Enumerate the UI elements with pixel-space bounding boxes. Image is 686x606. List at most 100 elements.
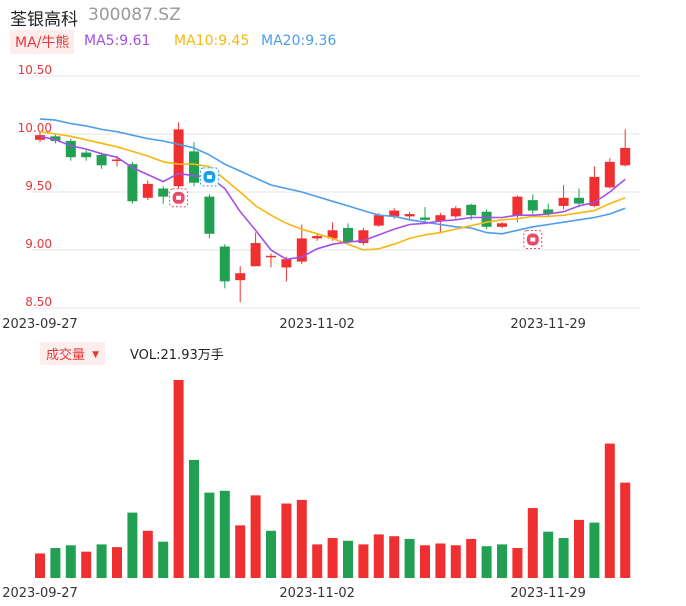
volume-bar bbox=[281, 503, 292, 578]
bear-marker-icon bbox=[199, 167, 219, 187]
ma5-line bbox=[39, 135, 626, 261]
price-tick-label: 8.50 bbox=[25, 295, 52, 309]
candle-body bbox=[219, 246, 230, 282]
candle-body bbox=[466, 204, 477, 216]
candle-body bbox=[296, 238, 307, 262]
volume-bar bbox=[65, 545, 76, 578]
volume-selector-label: 成交量 bbox=[46, 348, 86, 363]
volume-value: VOL:21.93万手 bbox=[130, 348, 224, 363]
volume-bar bbox=[435, 543, 446, 578]
volume-bar bbox=[219, 490, 230, 578]
volume-date-label: 2023-09-27 bbox=[2, 586, 78, 601]
candle-body bbox=[81, 152, 92, 158]
volume-bar bbox=[189, 459, 199, 578]
volume-bar bbox=[266, 530, 276, 578]
volume-bar bbox=[158, 541, 169, 578]
volume-bar bbox=[96, 544, 107, 578]
volume-bar bbox=[589, 522, 600, 578]
candle-body bbox=[250, 243, 261, 267]
candle-body bbox=[450, 208, 461, 217]
candle-body bbox=[96, 154, 107, 166]
ma20-value: MA20:9.36 bbox=[261, 33, 337, 49]
candle-body bbox=[389, 210, 400, 217]
price-tick-label: 10.50 bbox=[18, 63, 52, 77]
ma-indicator-selector[interactable]: MA/牛熊 bbox=[10, 30, 75, 54]
volume-bar bbox=[574, 519, 584, 578]
candle-body bbox=[420, 217, 430, 220]
candle-body bbox=[373, 215, 384, 226]
volume-bar bbox=[497, 544, 507, 578]
price-date-label: 2023-11-29 bbox=[510, 317, 586, 332]
volume-bar bbox=[620, 482, 631, 578]
ma10-value: MA10:9.45 bbox=[174, 33, 250, 49]
volume-bar bbox=[558, 538, 569, 578]
ma5-value: MA5:9.61 bbox=[84, 33, 151, 49]
volume-bar bbox=[81, 551, 92, 578]
volume-bar bbox=[358, 544, 369, 578]
candle-body bbox=[358, 230, 369, 244]
volume-bar bbox=[312, 544, 323, 578]
volume-bar bbox=[35, 553, 45, 578]
marker-glyph bbox=[176, 195, 182, 200]
candle-body bbox=[65, 140, 76, 158]
candle-body bbox=[343, 227, 353, 242]
stock-code: 300087.SZ bbox=[88, 5, 181, 25]
ma20-line bbox=[39, 118, 626, 235]
volume-indicator-selector[interactable]: 成交量 ▼ bbox=[40, 342, 106, 365]
candle-body bbox=[574, 197, 584, 204]
candle-body bbox=[312, 236, 323, 239]
marker-glyph bbox=[206, 174, 212, 179]
volume-bar bbox=[204, 492, 215, 578]
volume-bar bbox=[343, 540, 353, 578]
volume-bar bbox=[296, 499, 307, 578]
ma10-line bbox=[39, 130, 626, 251]
candle-body bbox=[404, 214, 415, 217]
candle-body bbox=[112, 159, 122, 162]
volume-bar bbox=[420, 545, 430, 578]
volume-bar bbox=[404, 538, 415, 578]
stock-name: 荃银高科 bbox=[10, 10, 78, 30]
marker-glyph bbox=[530, 237, 536, 242]
candle-body bbox=[620, 147, 631, 166]
candle-body bbox=[558, 197, 569, 206]
price-tick-label: 9.00 bbox=[25, 237, 52, 251]
candle-body bbox=[158, 188, 169, 197]
candle-body bbox=[512, 196, 523, 216]
candle-body bbox=[497, 223, 507, 227]
price-date-label: 2023-11-02 bbox=[279, 317, 355, 332]
volume-bar bbox=[373, 534, 384, 578]
volume-bar bbox=[50, 548, 61, 578]
bull-marker-icon bbox=[523, 230, 543, 250]
candle-body bbox=[481, 211, 492, 227]
volume-date-label: 2023-11-29 bbox=[510, 586, 586, 601]
volume-bar bbox=[543, 531, 554, 578]
volume-bar bbox=[389, 536, 400, 578]
price-date-label: 2023-09-27 bbox=[2, 317, 78, 332]
volume-bar bbox=[235, 525, 246, 578]
volume-bar bbox=[450, 545, 461, 578]
volume-bar bbox=[112, 547, 122, 578]
dropdown-caret-icon: ▼ bbox=[92, 350, 100, 360]
candle-body bbox=[266, 255, 276, 258]
volume-bar bbox=[481, 546, 492, 578]
candle-body bbox=[527, 200, 538, 211]
volume-bar bbox=[127, 512, 138, 578]
candle-body bbox=[50, 136, 61, 141]
candle-body bbox=[435, 215, 446, 221]
candle-body bbox=[204, 196, 215, 234]
candle-body bbox=[127, 164, 138, 202]
price-tick-label: 9.50 bbox=[25, 179, 52, 193]
volume-bar bbox=[527, 508, 538, 578]
volume-bar bbox=[173, 380, 184, 578]
volume-bar bbox=[142, 530, 153, 578]
volume-bar bbox=[250, 495, 261, 578]
volume-bar bbox=[327, 538, 338, 578]
candle-body bbox=[281, 259, 292, 268]
volume-bar bbox=[604, 443, 615, 578]
volume-bar bbox=[512, 548, 523, 578]
candle-body bbox=[189, 151, 199, 183]
candle-body bbox=[604, 161, 615, 188]
volume-date-label: 2023-11-02 bbox=[279, 586, 355, 601]
candle-body bbox=[235, 273, 246, 281]
candle-body bbox=[543, 209, 554, 215]
